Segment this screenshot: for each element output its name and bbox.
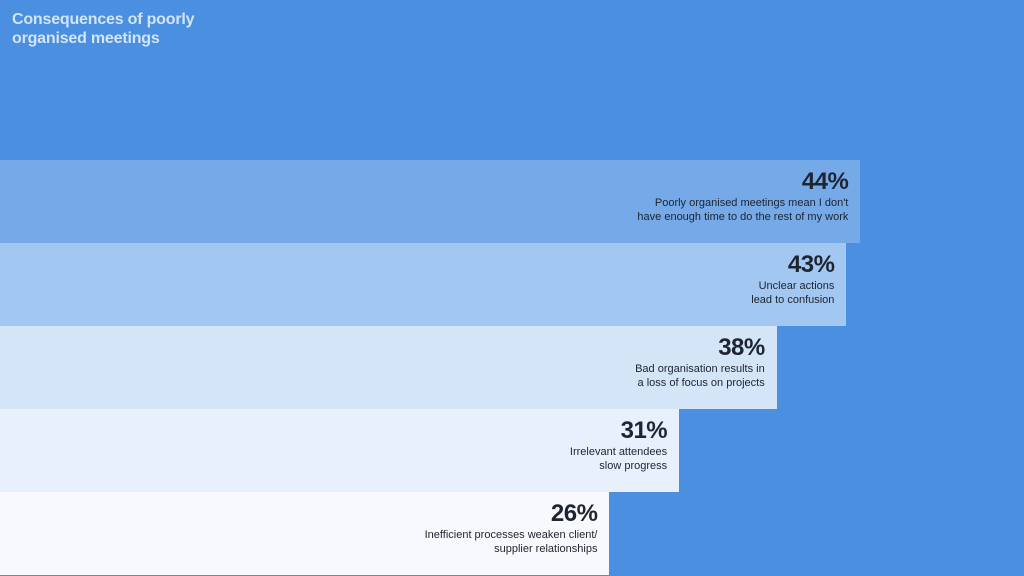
value-label: 26% <box>550 500 598 527</box>
category-label: Poorly organised meetings mean I don't h… <box>637 197 849 223</box>
category-label: Inefficient processes weaken client/ sup… <box>424 529 598 555</box>
bar-label: 26% Inefficient processes weaken client/ … <box>425 500 598 556</box>
value-label: 44% <box>801 168 849 195</box>
bar-label: 38% Bad organisation results in a loss of… <box>635 334 765 390</box>
chart-title: Consequences of poorly organised meeting… <box>12 11 195 47</box>
bar <box>0 243 847 326</box>
bar-label: 44% Poorly organised meetings mean I don'… <box>637 168 848 224</box>
value-label: 43% <box>787 251 835 278</box>
category-label: Bad organisation results in a loss of fo… <box>635 363 765 389</box>
bar <box>0 160 861 243</box>
value-label: 31% <box>620 417 668 444</box>
bar <box>0 409 680 492</box>
bar-label: 31% Irrelevant attendees slow progress <box>569 417 668 473</box>
category-label: Unclear actions lead to confusion <box>751 280 835 306</box>
bar <box>0 326 777 409</box>
value-label: 38% <box>718 334 765 361</box>
bar-label: 43% Unclear actions lead to confusion <box>751 251 835 307</box>
category-label: Irrelevant attendees slow progress <box>569 446 668 472</box>
bar <box>0 492 610 575</box>
